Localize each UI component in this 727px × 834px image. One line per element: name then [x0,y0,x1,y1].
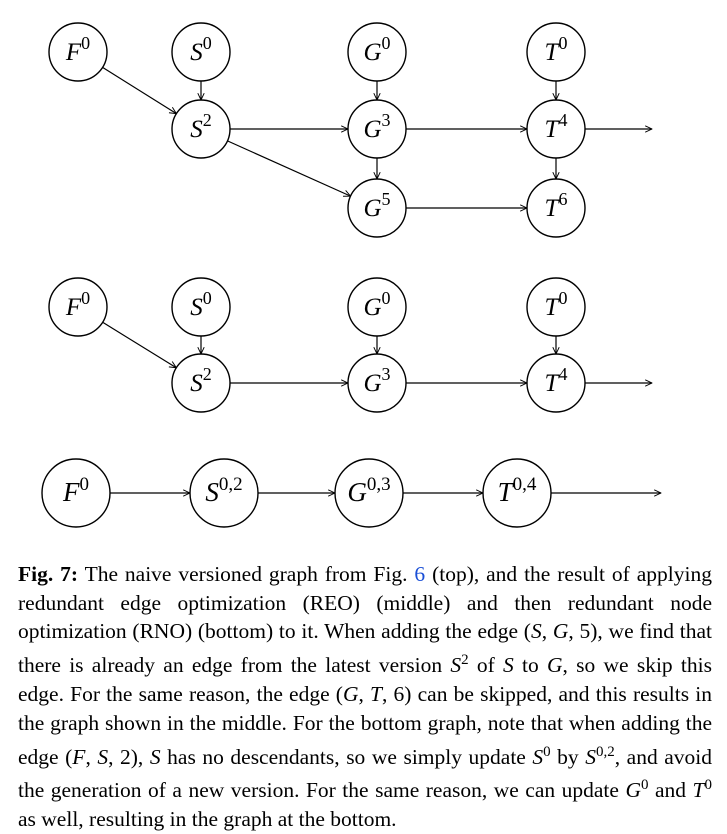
middle-graph: F0 S0 G0 T0 S2 G3 T4 [48,277,652,413]
top-graph: F0 S0 G0 T0 S2 G3 T4 G5 T6 [48,22,652,238]
versioned-graph-diagram: F0 S0 G0 T0 S2 G3 T4 G5 T6 F0 S0 G0 T0 S2 G3 T4 F0 S0,2… [41,22,727,528]
node-S2 [171,353,231,413]
node-F0 [48,22,108,82]
node-T4 [526,353,586,413]
figure-label: Fig. 7: [18,562,79,586]
node-label-S2: S2 [190,110,212,143]
node-label-G0: G0 [363,33,390,66]
node-S2 [171,99,231,159]
node-S0 [171,277,231,337]
figure-caption: Fig. 7: The naive versioned graph from F… [18,560,712,834]
edge-F0-S2 [102,321,177,368]
node-label-G3: G3 [363,364,390,397]
node-label-S0: S0 [190,33,212,66]
node-T6 [526,178,586,238]
node-S02 [189,458,259,528]
node-label-T0: T0 [545,33,568,66]
node-T0 [526,277,586,337]
node-T04 [482,458,552,528]
node-label-F0: F0 [65,33,90,66]
node-label-F0: F0 [62,474,89,507]
node-G03 [334,458,404,528]
node-label-T04: T0,4 [498,474,537,507]
node-G5 [347,178,407,238]
edge-F0-S2 [102,66,177,113]
edge-S2-G5 [227,140,350,196]
node-F0 [48,277,108,337]
node-G3 [347,353,407,413]
node-label-T4: T4 [545,364,568,397]
node-S0 [171,22,231,82]
figure-ref-link[interactable]: 6 [414,562,426,586]
node-T0 [526,22,586,82]
node-G0 [347,277,407,337]
node-label-G0: G0 [363,288,390,321]
node-G3 [347,99,407,159]
node-label-F0: F0 [65,288,90,321]
caption-text: The naive versioned graph from Fig. 6 (t… [18,562,713,832]
node-label-T0: T0 [545,288,568,321]
node-T4 [526,99,586,159]
node-label-T6: T6 [545,189,568,222]
node-label-G03: G0,3 [347,474,390,507]
node-label-G5: G5 [363,189,390,222]
node-label-T4: T4 [545,110,568,143]
bottom-graph: F0 S0,2 G0,3 T0,4 [41,458,661,528]
node-label-S0: S0 [190,288,212,321]
node-label-S2: S2 [190,364,212,397]
node-G0 [347,22,407,82]
node-label-S02: S0,2 [205,474,242,507]
node-F0 [41,458,111,528]
node-label-G3: G3 [363,110,390,143]
